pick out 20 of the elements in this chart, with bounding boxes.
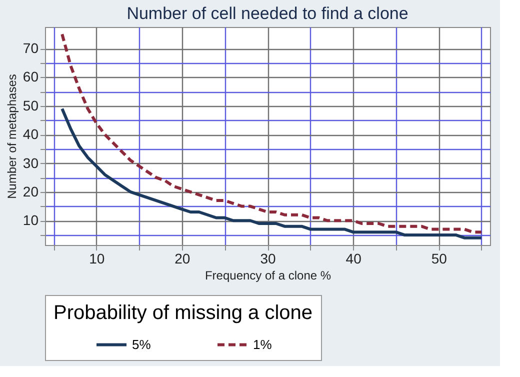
chart-title: Number of cell needed to find a clone <box>126 4 408 23</box>
y-tick-label: 40 <box>22 126 39 142</box>
y-axis-title: Number of metaphases <box>4 74 19 199</box>
x-tick-label: 40 <box>346 250 362 266</box>
y-tick-label: 50 <box>22 97 39 114</box>
x-tick-label: 50 <box>431 250 448 266</box>
y-tick-label: 30 <box>22 154 39 171</box>
legend-label: 5% <box>132 336 152 352</box>
y-tick-label: 70 <box>22 40 39 56</box>
x-axis-title: Frequency of a clone % <box>204 268 332 282</box>
line-series <box>60 107 483 240</box>
y-tick-label: 60 <box>22 68 39 85</box>
x-tick-label: 20 <box>174 250 190 266</box>
legend-label: 1% <box>253 336 272 352</box>
y-tick-label: 10 <box>22 212 39 228</box>
line-series <box>60 32 483 234</box>
y-tick-label: 20 <box>22 183 39 200</box>
x-tick-label: 30 <box>260 250 276 266</box>
legend-title: Probability of missing a clone <box>53 302 313 324</box>
x-tick-label: 10 <box>89 250 105 266</box>
